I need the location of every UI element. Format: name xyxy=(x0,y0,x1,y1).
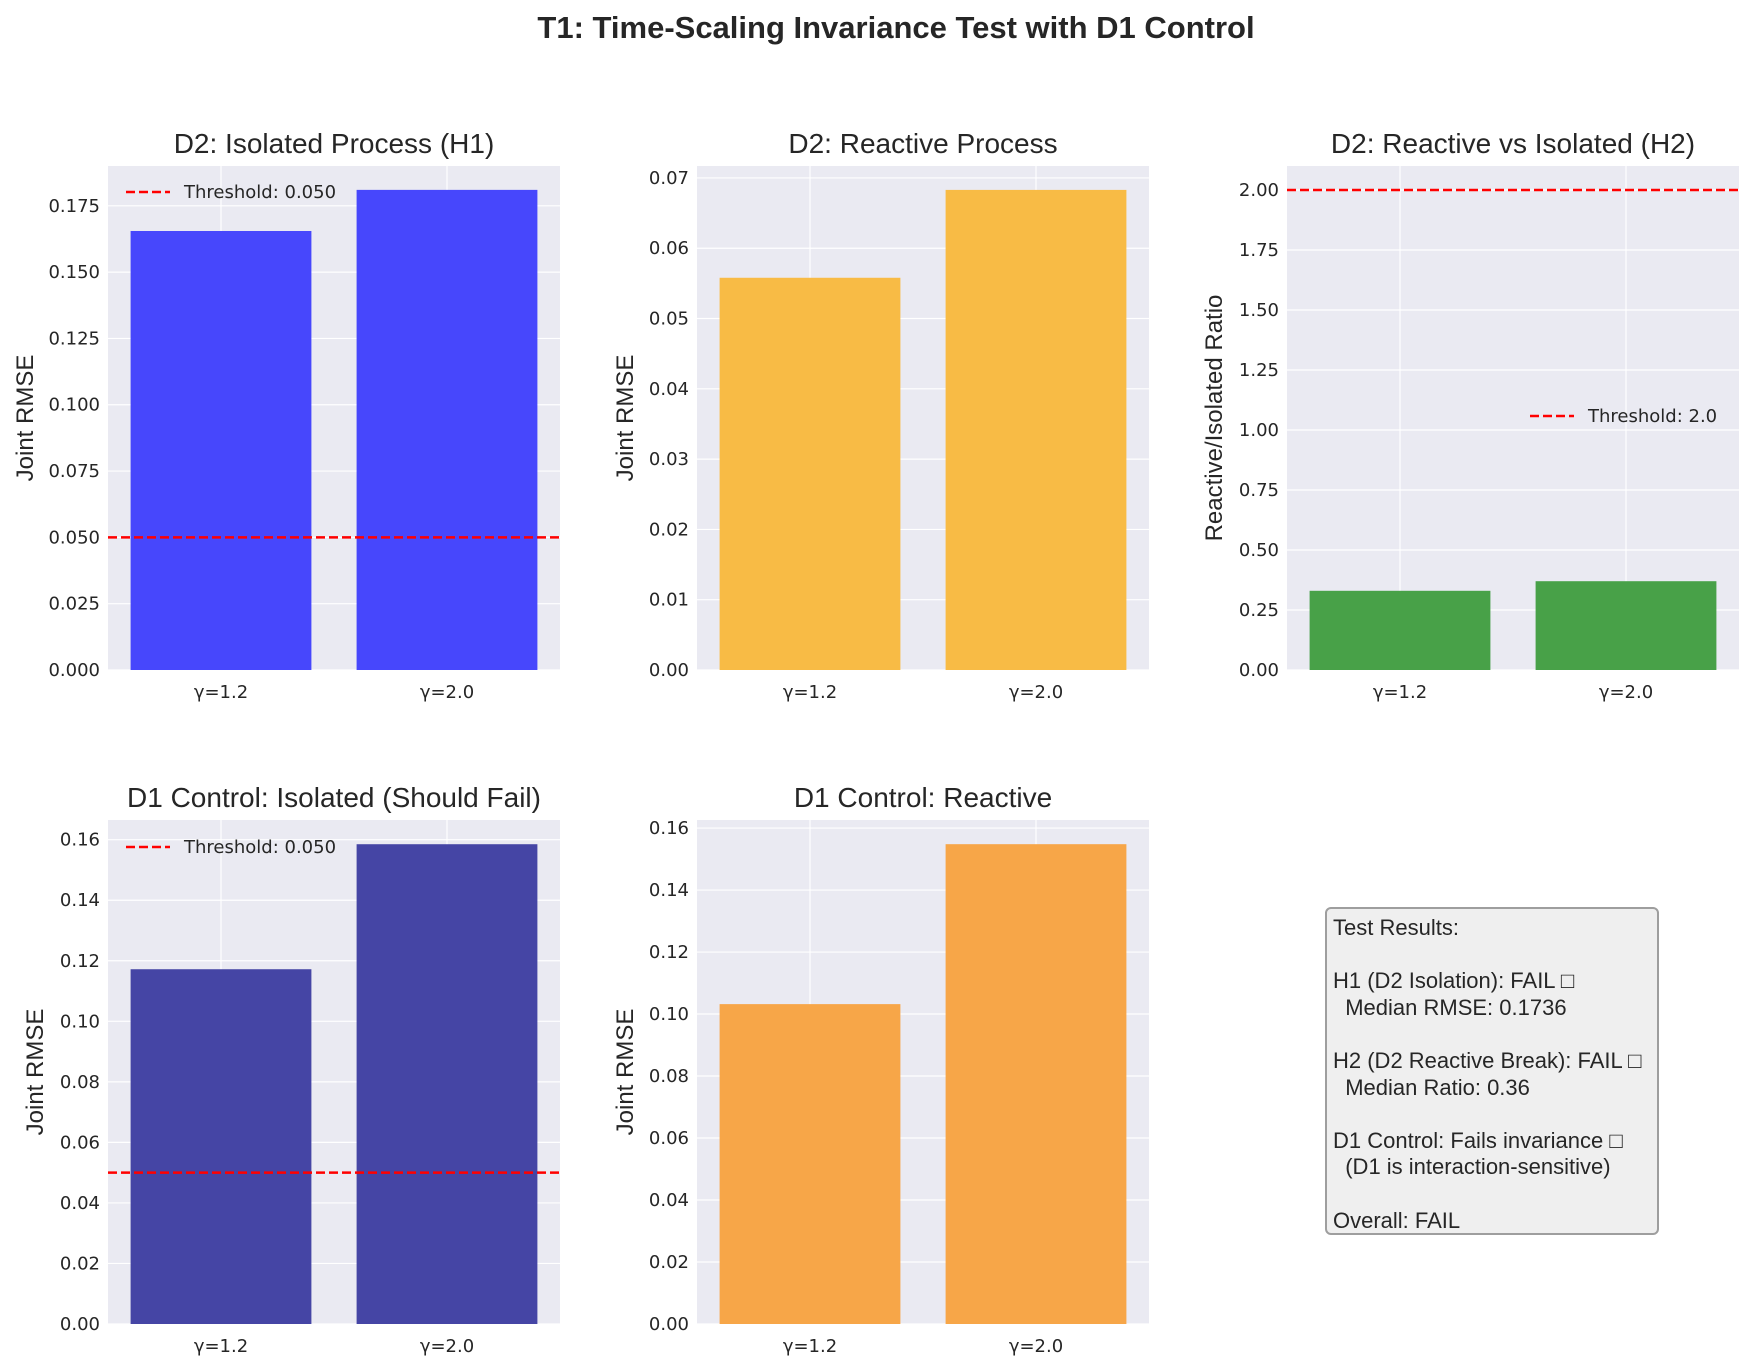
subplot-title: D1 Control: Isolated (Should Fail) xyxy=(127,782,541,813)
test-results-box: Test Results: H1 (D2 Isolation): FAIL □ … xyxy=(1325,907,1659,1235)
bar-1 xyxy=(130,230,312,670)
y-axis-label: Joint RMSE xyxy=(12,355,39,482)
subplot-4: 0.00 0.02 0.04 0.06 0.08 0.10 0.12 0.14 0.16 γ=1.… xyxy=(22,782,560,1357)
y-tick-label: 0.14 xyxy=(60,890,100,911)
y-tick-label: 0.02 xyxy=(649,1252,689,1273)
y-tick-label: 0.06 xyxy=(60,1132,100,1153)
y-tick-label: 0.05 xyxy=(649,309,689,330)
y-axis-label: Joint RMSE xyxy=(22,1009,49,1136)
y-tick-label: 0.175 xyxy=(48,196,100,217)
y-tick-label: 0.10 xyxy=(649,1004,689,1025)
y-tick-label: 0.03 xyxy=(649,449,689,470)
y-tick-label: 0.12 xyxy=(60,951,100,972)
x-tick-label: γ=2.0 xyxy=(420,682,474,703)
x-tick-label: γ=1.2 xyxy=(194,1336,248,1357)
subplot-3: 0.00 0.25 0.50 0.75 1.00 1.25 1.50 1.75 2.00 γ=1.… xyxy=(1201,128,1739,703)
y-tick-label: 0.14 xyxy=(649,880,689,901)
y-tick-label: 0.00 xyxy=(649,660,689,681)
y-tick-label: 0.01 xyxy=(649,590,689,611)
subplot-grid: 0.000 0.025 0.050 0.075 0.100 0.125 0.150 0.175… xyxy=(12,128,1739,1357)
x-tick-label: γ=1.2 xyxy=(783,682,837,703)
legend: Threshold: 0.050 xyxy=(126,182,336,203)
y-tick-label: 0.050 xyxy=(48,527,100,548)
legend: Threshold: 0.050 xyxy=(126,837,336,858)
y-tick-label: 0.00 xyxy=(1239,660,1279,681)
y-tick-label: 1.00 xyxy=(1239,420,1279,441)
y-tick-label: 0.04 xyxy=(60,1193,100,1214)
x-tick-label: γ=2.0 xyxy=(420,1336,474,1357)
y-tick-label: 0.02 xyxy=(60,1253,100,1274)
bar-1 xyxy=(130,969,312,1324)
y-tick-label: 0.06 xyxy=(649,1128,689,1149)
bar-2 xyxy=(1535,581,1717,670)
y-tick-label: 0.00 xyxy=(60,1314,100,1335)
subplot-title: D2: Reactive Process xyxy=(788,128,1057,159)
bar-1 xyxy=(719,277,901,670)
y-tick-label: 0.125 xyxy=(48,328,100,349)
x-tick-label: γ=1.2 xyxy=(194,682,248,703)
y-tick-label: 0.10 xyxy=(60,1011,100,1032)
subplot-5: 0.00 0.02 0.04 0.06 0.08 0.10 0.12 0.14 0.16 γ=1.… xyxy=(612,782,1149,1357)
y-tick-label: 0.75 xyxy=(1239,480,1279,501)
y-tick-label: 1.75 xyxy=(1239,240,1279,261)
y-tick-label: 0.100 xyxy=(48,395,100,416)
y-tick-label: 0.00 xyxy=(649,1314,689,1335)
subplot-title: D2: Reactive vs Isolated (H2) xyxy=(1331,128,1695,159)
x-tick-label: γ=1.2 xyxy=(783,1336,837,1357)
legend: Threshold: 2.0 xyxy=(1530,406,1717,427)
bar-2 xyxy=(945,844,1127,1324)
subplot-title: D1 Control: Reactive xyxy=(794,782,1052,813)
y-tick-label: 0.08 xyxy=(60,1072,100,1093)
y-tick-label: 0.12 xyxy=(649,942,689,963)
y-tick-label: 0.075 xyxy=(48,461,100,482)
bar-2 xyxy=(945,189,1127,670)
y-tick-label: 0.04 xyxy=(649,1190,689,1211)
subplot-2: 0.00 0.01 0.02 0.03 0.04 0.05 0.06 0.07 γ=1.2 γ=2… xyxy=(612,128,1149,703)
subplot-1: 0.000 0.025 0.050 0.075 0.100 0.125 0.150 0.175… xyxy=(12,128,560,703)
figure-title: T1: Time-Scaling Invariance Test with D1… xyxy=(537,10,1254,45)
x-tick-label: γ=2.0 xyxy=(1009,1336,1063,1357)
y-axis-label: Joint RMSE xyxy=(612,355,639,482)
y-tick-label: 0.06 xyxy=(649,238,689,259)
y-tick-label: 0.02 xyxy=(649,519,689,540)
y-tick-label: 0.025 xyxy=(48,594,100,615)
y-tick-label: 0.16 xyxy=(60,830,100,851)
y-tick-label: 0.07 xyxy=(649,168,689,189)
bar-1 xyxy=(1309,590,1491,670)
bar-1 xyxy=(719,1004,901,1324)
subplot-title: D2: Isolated Process (H1) xyxy=(174,128,495,159)
y-tick-label: 0.16 xyxy=(649,818,689,839)
bar-2 xyxy=(356,189,538,670)
y-tick-label: 1.50 xyxy=(1239,300,1279,321)
y-axis-label: Joint RMSE xyxy=(612,1009,639,1136)
y-tick-label: 0.25 xyxy=(1239,600,1279,621)
y-tick-label: 0.000 xyxy=(48,660,100,681)
legend-label: Threshold: 0.050 xyxy=(183,182,336,203)
bar-2 xyxy=(356,844,538,1324)
x-tick-label: γ=2.0 xyxy=(1599,682,1653,703)
y-tick-label: 0.50 xyxy=(1239,540,1279,561)
y-tick-label: 1.25 xyxy=(1239,360,1279,381)
legend-label: Threshold: 0.050 xyxy=(183,837,336,858)
y-tick-label: 0.04 xyxy=(649,379,689,400)
y-tick-label: 2.00 xyxy=(1239,180,1279,201)
x-tick-label: γ=2.0 xyxy=(1009,682,1063,703)
y-tick-label: 0.08 xyxy=(649,1066,689,1087)
y-tick-label: 0.150 xyxy=(48,262,100,283)
y-axis-label: Reactive/Isolated Ratio xyxy=(1201,295,1228,542)
x-tick-label: γ=1.2 xyxy=(1373,682,1427,703)
legend-label: Threshold: 2.0 xyxy=(1587,406,1717,427)
